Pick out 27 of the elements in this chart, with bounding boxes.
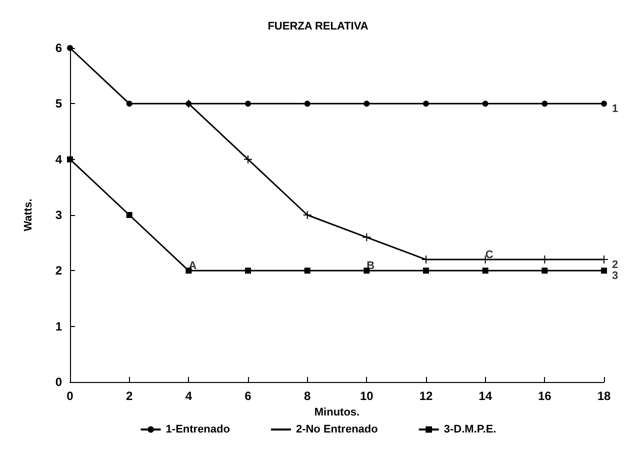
x-tick-label: 18 (597, 389, 611, 403)
y-tick-label: 3 (55, 208, 62, 222)
annotation: C (485, 249, 494, 262)
x-tick-label: 8 (304, 389, 311, 403)
x-tick-label: 0 (66, 389, 74, 403)
x-tick-label: 12 (419, 389, 433, 403)
x-tick-label: 16 (538, 389, 552, 403)
x-tick-label: 14 (478, 389, 492, 403)
x-axis-title: Minutos. (314, 406, 360, 418)
x-tick-label: 4 (185, 389, 192, 403)
legend-label: 2-No Entrenado (296, 424, 378, 436)
y-tick-label: 2 (55, 264, 62, 278)
chart-title: FUERZA RELATIVA (268, 20, 368, 32)
x-tick-label: 6 (244, 389, 252, 403)
x-tick-label: 10 (360, 389, 374, 403)
legend-label: 3-D.M.P.E. (444, 424, 496, 436)
legend-label: 1-Entrenado (166, 424, 230, 436)
annotation: 1 (612, 103, 618, 116)
annotation: 3 (612, 270, 618, 282)
y-tick-label: 5 (55, 96, 62, 111)
y-axis-title: Watts. (22, 198, 34, 232)
y-tick-label: 0 (55, 375, 62, 389)
annotation: 2 (612, 259, 618, 272)
x-tick-label: 2 (126, 389, 133, 403)
y-tick-label: 1 (55, 319, 62, 334)
y-tick-label: 4 (55, 152, 62, 166)
y-tick-label: 6 (55, 41, 62, 55)
